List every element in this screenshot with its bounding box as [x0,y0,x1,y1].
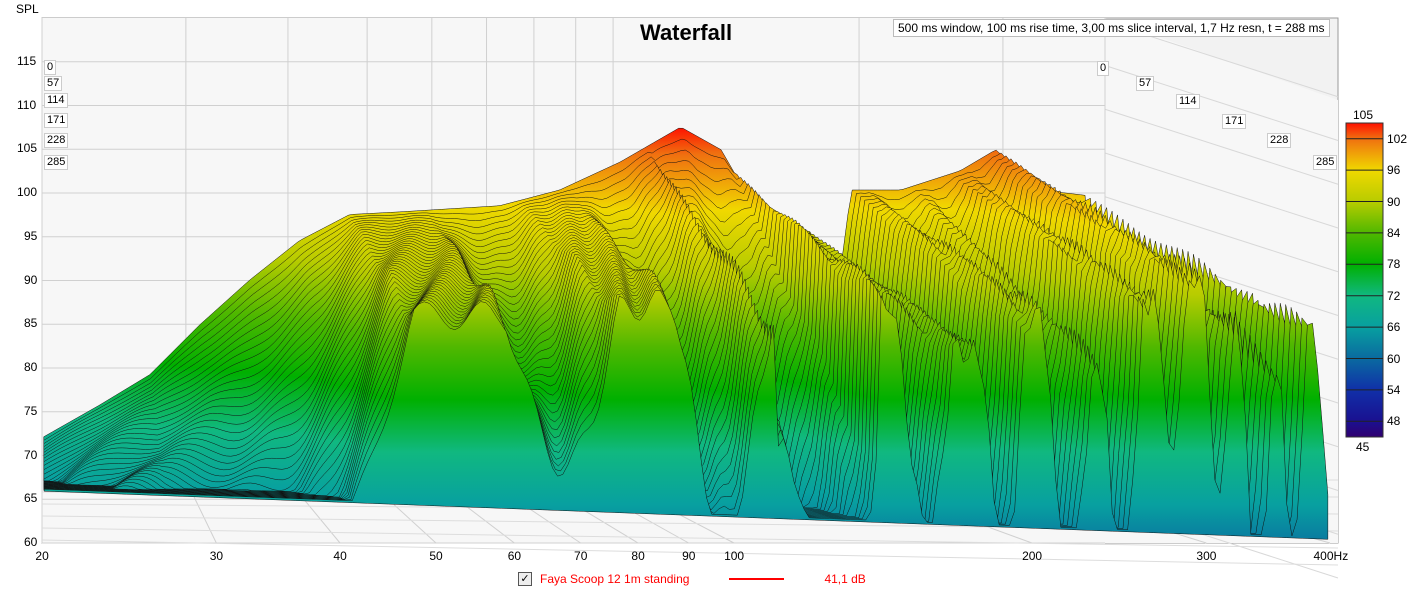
time-tick-label-left: 0 [44,60,57,75]
time-tick-label-right: 114 [1176,94,1200,109]
colorbar-tick-label: 84 [1387,225,1401,240]
colorbar-tick-label: 102 [1387,131,1408,146]
chart-title: Waterfall [640,20,733,45]
y-tick-label: 70 [24,447,38,462]
x-tick-label: 90 [682,549,696,563]
y-tick-label: 80 [24,360,38,374]
time-tick-label-right: 57 [1136,76,1155,91]
grid-line-depth [1104,152,1339,229]
colorbar-tick-label: 48 [1387,414,1401,429]
legend-value: 41,1 dB [824,572,866,586]
colorbar-tick-label: 78 [1387,257,1401,272]
x-tick-label: 30 [209,549,224,563]
y-tick-label: 60 [24,535,38,549]
waterfall-surface [43,127,1329,540]
colorbar-tick-label: 72 [1387,288,1401,303]
y-tick-label: 90 [24,272,38,287]
y-tick-label: 105 [17,141,38,156]
legend-item[interactable]: ✓ Faya Scoop 12 1m standing 41,1 dB [518,572,866,586]
x-tick-label: 300 [1196,549,1217,563]
colorbar-tick-label: 60 [1387,351,1401,366]
time-tick-label-right: 171 [1222,114,1247,129]
time-tick-label-left: 228 [44,133,69,148]
y-tick-label: 115 [17,53,37,68]
waterfall-slice [43,275,1329,540]
legend-name: Faya Scoop 12 1m standing [540,572,690,586]
colorbar-tick-label: 66 [1387,320,1401,335]
y-tick-label: 85 [24,316,38,331]
time-tick-label-right: 228 [1267,133,1292,148]
legend-line-swatch [729,578,785,580]
y-tick-label: 95 [24,228,38,243]
grid-line-depth [1104,196,1339,273]
floor-line [41,539,1339,566]
x-tick-label: 40 [333,549,347,563]
x-tick-label: 50 [429,549,443,563]
y-tick-label: 65 [24,491,38,506]
x-tick-label: 80 [631,549,645,563]
x-tick-label: 400Hz [1313,549,1349,563]
x-tick-label: 100 [724,549,745,563]
colorbar-tick-label: 96 [1387,163,1401,178]
colorbar [1345,122,1384,438]
time-tick-label-left: 171 [44,113,69,128]
x-tick-label: 200 [1022,549,1043,563]
grid-line-depth [1104,108,1339,185]
legend-checkbox[interactable]: ✓ [518,572,532,586]
y-tick-label: 75 [24,403,38,418]
time-tick-label-left: 57 [44,76,63,91]
y-axis-unit: SPL [16,2,39,16]
floor-line [41,527,1339,549]
colorbar-min-label: 45 [1356,440,1370,454]
y-tick-label: 110 [17,97,37,112]
settings-info: 500 ms window, 100 ms rise time, 3,00 ms… [893,19,1330,37]
time-tick-label-right: 0 [1097,61,1110,76]
x-tick-label: 20 [35,549,49,563]
time-tick-label-right: 285 [1313,155,1338,170]
x-tick-label: 60 [507,549,522,563]
x-tick-label: 70 [574,549,588,563]
colorbar-tick-label: 54 [1387,382,1401,397]
colorbar-tick-label: 90 [1387,194,1401,209]
y-tick-label: 100 [17,185,38,199]
colorbar-max-label: 105 [1353,108,1374,122]
time-tick-label-left: 114 [44,93,68,108]
time-tick-label-left: 285 [44,155,69,170]
